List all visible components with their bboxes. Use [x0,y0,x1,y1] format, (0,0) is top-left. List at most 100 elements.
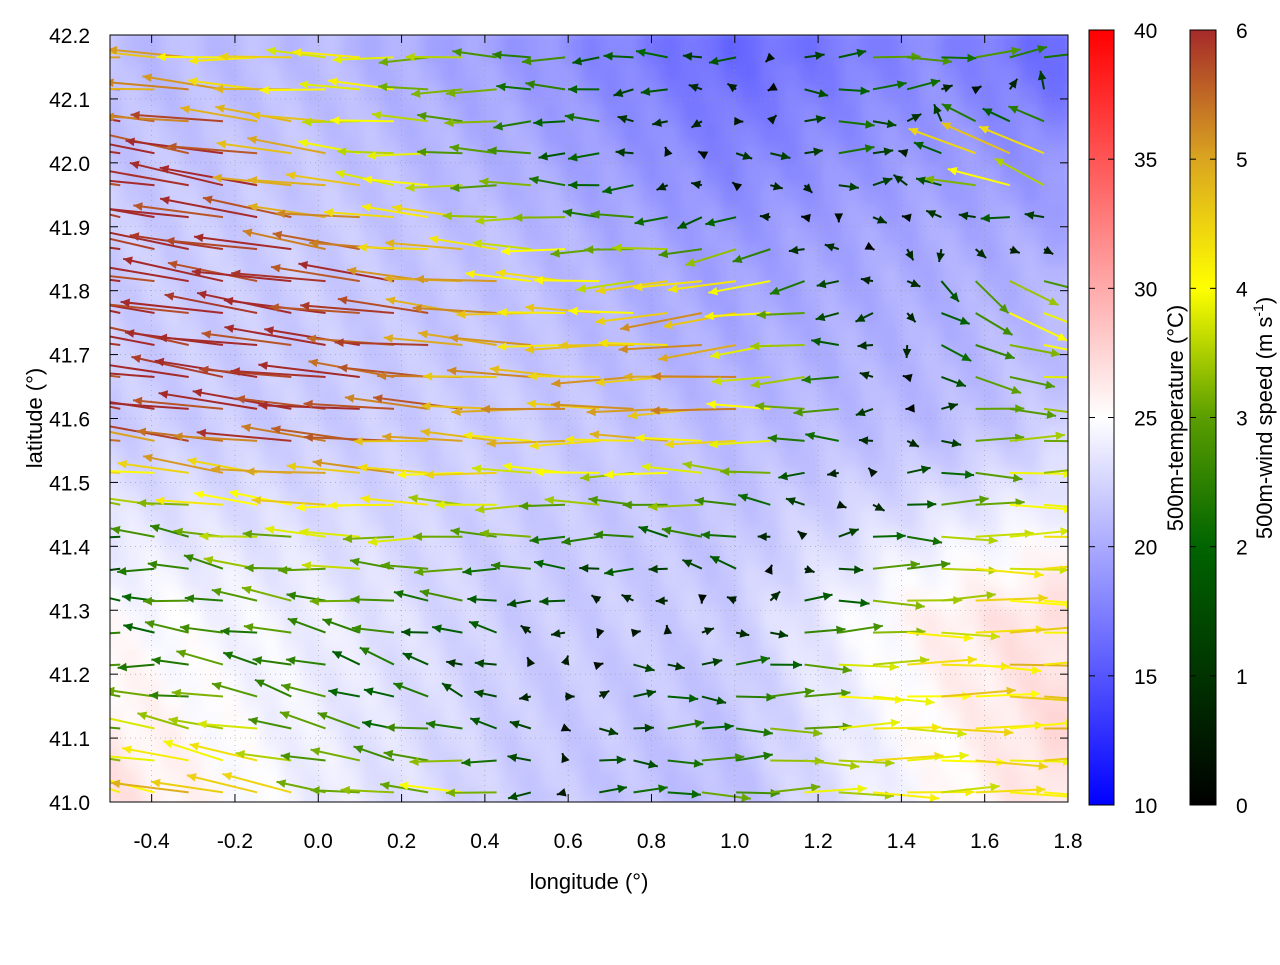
wind-colorbar-tick-label: 4 [1236,278,1248,301]
x-tick-label: 1.6 [970,830,999,853]
arrow-head [58,197,68,206]
wind-label-sup: -1 [1250,304,1266,317]
arrow-head [26,330,35,339]
x-tick-label: 0.0 [304,830,333,853]
arrow-shaft [498,312,565,313]
x-axis-label: longitude (°) [530,869,649,894]
arrow-head [1077,286,1087,294]
temperature-colorbar-tick-label: 10 [1134,795,1157,818]
y-tick-label: 41.3 [49,600,90,623]
wind-arrow [18,266,120,282]
arrow-head [55,131,65,140]
arrow-head [24,101,34,110]
arrow-head [99,494,109,503]
arrow-head [1078,661,1087,670]
arrow-head [60,392,70,401]
y-tick-label: 42.2 [49,25,90,48]
wind-colorbar-tick-label: 0 [1236,795,1248,818]
arrow-head [1070,50,1079,59]
arrow-head [64,268,73,277]
arrow-head [95,166,105,175]
y-tick-label: 41.4 [49,536,90,559]
x-tick-label: 1.0 [720,830,749,853]
arrow-head [40,53,49,62]
wind-colorbar-tick-label: 2 [1236,537,1248,560]
arrow-head [99,323,109,331]
arrow-head [26,138,35,147]
arrow-head [20,289,30,298]
x-tick-label: 0.2 [387,830,416,853]
arrow-head [80,630,89,639]
arrow-shaft [219,56,291,57]
arrow-head [93,360,103,369]
temperature-heatmap [102,27,1076,810]
x-tick-label: -0.2 [217,830,253,853]
arrow-head [104,78,113,87]
temperature-colorbar-tick-label: 35 [1134,149,1157,172]
arrow-head [90,591,100,599]
arrow-shaft [873,727,941,728]
arrow-head [23,233,33,242]
arrow-head [97,421,107,430]
arrow-head [101,131,111,139]
arrow-shaft [1044,441,1094,442]
arrow-head [29,193,39,201]
y-tick-label: 41.2 [49,664,90,687]
wind-colorbar-label: 500m-wind speed (m s-1) [1250,297,1277,539]
temperature-colorbar-tick-label: 15 [1134,666,1157,689]
arrow-head [92,774,102,782]
arrow-head [93,751,102,760]
arrow-shaft [534,280,599,281]
temperature-colorbar-tick-label: 30 [1134,278,1157,301]
arrow-shaft [29,195,120,217]
y-tick-label: 42.1 [49,89,90,112]
arrow-head [93,533,102,542]
arrow-head [98,300,107,309]
wind-colorbar-tick-label: 5 [1236,149,1248,172]
arrow-shaft [245,471,325,472]
y-tick-label: 41.0 [49,792,90,815]
y-tick-label: 41.7 [49,345,90,368]
arrow-head [18,266,27,275]
arrow-shaft [330,120,394,121]
arrow-shaft [535,472,600,473]
wind-arrow [40,53,121,62]
arrow-head [29,82,38,91]
temperature-colorbar-tick-label: 40 [1134,20,1157,43]
arrow-head [1073,696,1082,705]
arrow-shaft [157,57,223,58]
arrow-head [105,113,114,122]
arrow-head [87,398,96,407]
wind-colorbar-tick-label: 1 [1236,666,1248,689]
wind-colorbar-tick-label: 3 [1236,408,1248,431]
arrow-shaft [26,141,121,153]
x-tick-label: 1.8 [1053,830,1082,853]
wind-label-main: 500m-wind speed (m s [1252,317,1277,540]
x-tick-label: 0.4 [470,830,500,853]
arrow-head [57,770,67,778]
arrow-shaft [652,376,736,377]
arrow-head [1074,623,1083,632]
arrow-shaft [93,537,120,538]
arrow-shaft [528,376,600,377]
x-tick-label: 1.2 [803,830,832,853]
x-tick-label: 0.6 [554,830,583,853]
y-tick-label: 41.5 [49,472,90,495]
y-tick-label: 41.8 [49,281,90,304]
wind-label-end: ) [1252,297,1277,304]
wind-arrow [26,138,121,153]
y-tick-label: 41.6 [49,409,90,432]
arrow-head [1065,719,1074,728]
wind-arrow [29,193,120,217]
wind-colorbar-tick-label: 6 [1236,20,1248,43]
arrow-shaft [26,333,120,345]
wind-arrow [26,330,120,345]
x-tick-label: -0.4 [134,830,171,853]
y-tick-label: 42.0 [49,153,90,176]
arrow-head [98,566,107,575]
temperature-colorbar-tick-label: 25 [1134,408,1157,431]
x-tick-label: 1.4 [887,830,917,853]
temperature-colorbar-tick-label: 20 [1134,537,1157,560]
arrow-shaft [1010,473,1073,474]
